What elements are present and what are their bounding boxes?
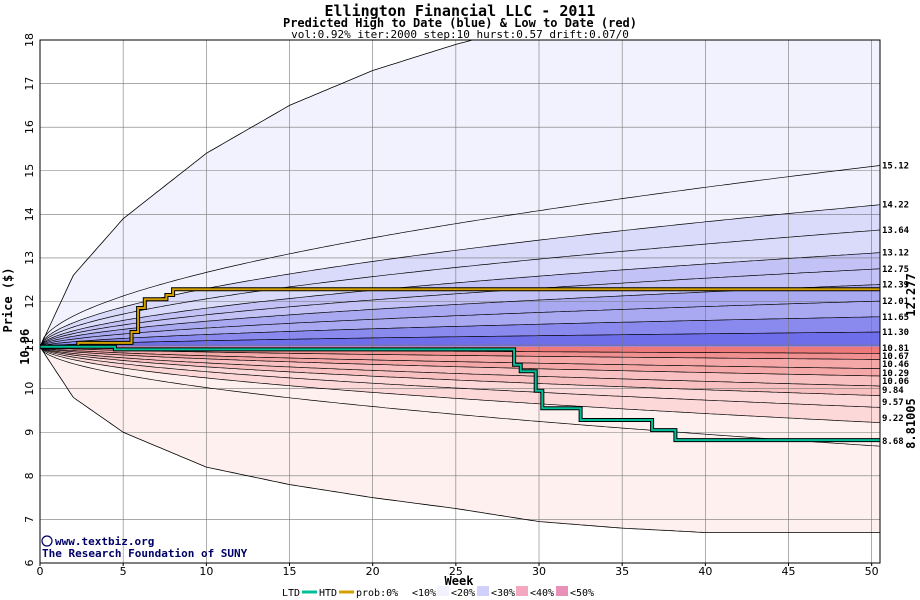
high-quantile-label-0: 15.12	[882, 162, 909, 172]
high-quantile-label-7: 11.65	[882, 313, 909, 323]
x-tick-10: 10	[199, 565, 213, 578]
x-tick-labels: 0 5 10 15 20 25 30 35 40 45 50	[37, 563, 879, 578]
y-tick-7: 7	[23, 516, 36, 523]
legend-swatch-30	[516, 586, 528, 596]
quantile-contours	[39, 39, 881, 533]
y-tick-11: 11	[23, 338, 36, 352]
credit-site: www.textbiz.org	[55, 535, 154, 548]
legend-band-20: <20%	[451, 588, 475, 599]
high-final-label: 12.277	[904, 273, 918, 316]
high-quantile-line-7	[39, 316, 880, 348]
high-quantile-label-8: 11.30	[882, 328, 909, 338]
credit: www.textbiz.org The Research Foundation …	[41, 535, 248, 560]
low-quantile-label-8: 8.68	[882, 437, 904, 447]
y-tick-16: 16	[23, 120, 36, 134]
chart-params: vol:0.92% iter:2000 step:10 hurst:0.57 d…	[291, 28, 629, 41]
legend-swatch-0	[402, 586, 410, 596]
low-quantile-line-6	[39, 346, 881, 408]
high-quantile-label-2: 13.64	[882, 226, 910, 236]
low-quantile-line-7	[39, 346, 881, 424]
credit-org: The Research Foundation of SUNY	[42, 547, 248, 560]
x-tick-35: 35	[615, 565, 629, 578]
high-quantile-line-8	[39, 331, 880, 348]
high-band-9	[40, 332, 880, 347]
low-quantile-label-5: 9.84	[882, 386, 904, 396]
high-quantile-line-1	[39, 204, 881, 347]
x-tick-0: 0	[37, 565, 44, 578]
legend-band-10: <10%	[412, 588, 436, 599]
low-quantile-label-3: 10.29	[882, 369, 909, 379]
y-tick-9: 9	[23, 429, 36, 436]
low-final-label: 8.81005	[904, 398, 918, 449]
probability-bands	[40, 40, 880, 533]
high-quantile-line-6	[39, 300, 881, 348]
legend-band-40: <40%	[530, 588, 554, 599]
x-tick-30: 30	[532, 565, 546, 578]
y-tick-8: 8	[23, 472, 36, 479]
legend-prob-label: prob:0%	[356, 588, 398, 599]
y-tick-17: 17	[23, 77, 36, 91]
high-quantile-line-4	[39, 268, 881, 348]
low-quantile-label-2: 10.46	[882, 360, 909, 370]
low-quantile-line-5	[39, 346, 881, 396]
ltd-line	[40, 345, 880, 442]
high-quantile-line-3	[39, 252, 881, 348]
low-quantile-label-4: 10.06	[882, 377, 909, 387]
high-quantile-label-1: 14.22	[882, 201, 909, 211]
low-quantile-label-6: 9.57	[882, 398, 904, 408]
x-tick-15: 15	[283, 565, 297, 578]
series-lines	[40, 287, 880, 443]
x-tick-45: 45	[782, 565, 796, 578]
chart-subtitle: Predicted High to Date (blue) & Low to D…	[283, 16, 637, 30]
high-quantile-label-3: 13.12	[882, 249, 909, 259]
high-quantile-label-5: 12.39	[882, 281, 909, 291]
low-quantile-line-8	[39, 346, 881, 447]
y-tick-labels: 6 7 8 9 10 11 12 13 14 15 16 17 18	[23, 33, 36, 567]
start-price-label: 10.96	[18, 329, 32, 365]
legend-swatch-20	[477, 586, 489, 596]
low-quantile-line-2	[39, 346, 880, 369]
low-quantile-label-1: 10.67	[882, 352, 909, 362]
x-tick-20: 20	[366, 565, 380, 578]
low-quantile-line-1	[39, 346, 881, 360]
legend-band-30: <30%	[491, 588, 515, 599]
x-tick-25: 25	[449, 565, 463, 578]
htd-line	[40, 288, 880, 348]
plot-frame	[39, 39, 881, 564]
y-tick-14: 14	[23, 207, 36, 221]
low-envelope-line	[39, 346, 880, 533]
y-tick-13: 13	[23, 251, 36, 265]
y-tick-18: 18	[23, 33, 36, 47]
legend-htd-label: HTD	[319, 588, 337, 599]
legend: LTD HTD prob:0% <10% <20% <30% <40% <50%	[282, 586, 594, 599]
legend-swatch-40	[556, 586, 568, 596]
low-quantile-line-3	[39, 346, 881, 377]
quantile-labels: 15.12 14.22 13.64 13.12 12.75 12.39 12.01 11.65…	[882, 162, 910, 447]
x-tick-5: 5	[120, 565, 127, 578]
high-quantile-label-6: 12.01	[882, 297, 909, 307]
legend-band-50: <50%	[570, 588, 594, 599]
low-quantile-line-4	[39, 346, 881, 387]
low-quantile-label-0: 10.81	[882, 344, 909, 354]
x-axis-label: Week	[445, 574, 475, 588]
y-tick-12: 12	[23, 295, 36, 309]
chart-title: Ellington Financial LLC - 2011	[325, 2, 596, 20]
x-tick-50: 50	[865, 565, 879, 578]
x-tick-40: 40	[698, 565, 712, 578]
high-quantile-line-2	[39, 229, 881, 347]
high-quantile-line-0	[39, 165, 881, 347]
legend-swatch-10	[437, 586, 449, 596]
legend-ltd-label: LTD	[282, 588, 300, 599]
copyright-icon	[41, 535, 53, 547]
y-tick-6: 6	[23, 560, 36, 567]
y-axis-label: Price ($)	[1, 267, 15, 332]
y-tick-10: 10	[23, 382, 36, 396]
low-quantile-label-7: 9.22	[882, 414, 904, 424]
y-tick-15: 15	[23, 164, 36, 178]
high-quantile-label-4: 12.75	[882, 265, 909, 275]
